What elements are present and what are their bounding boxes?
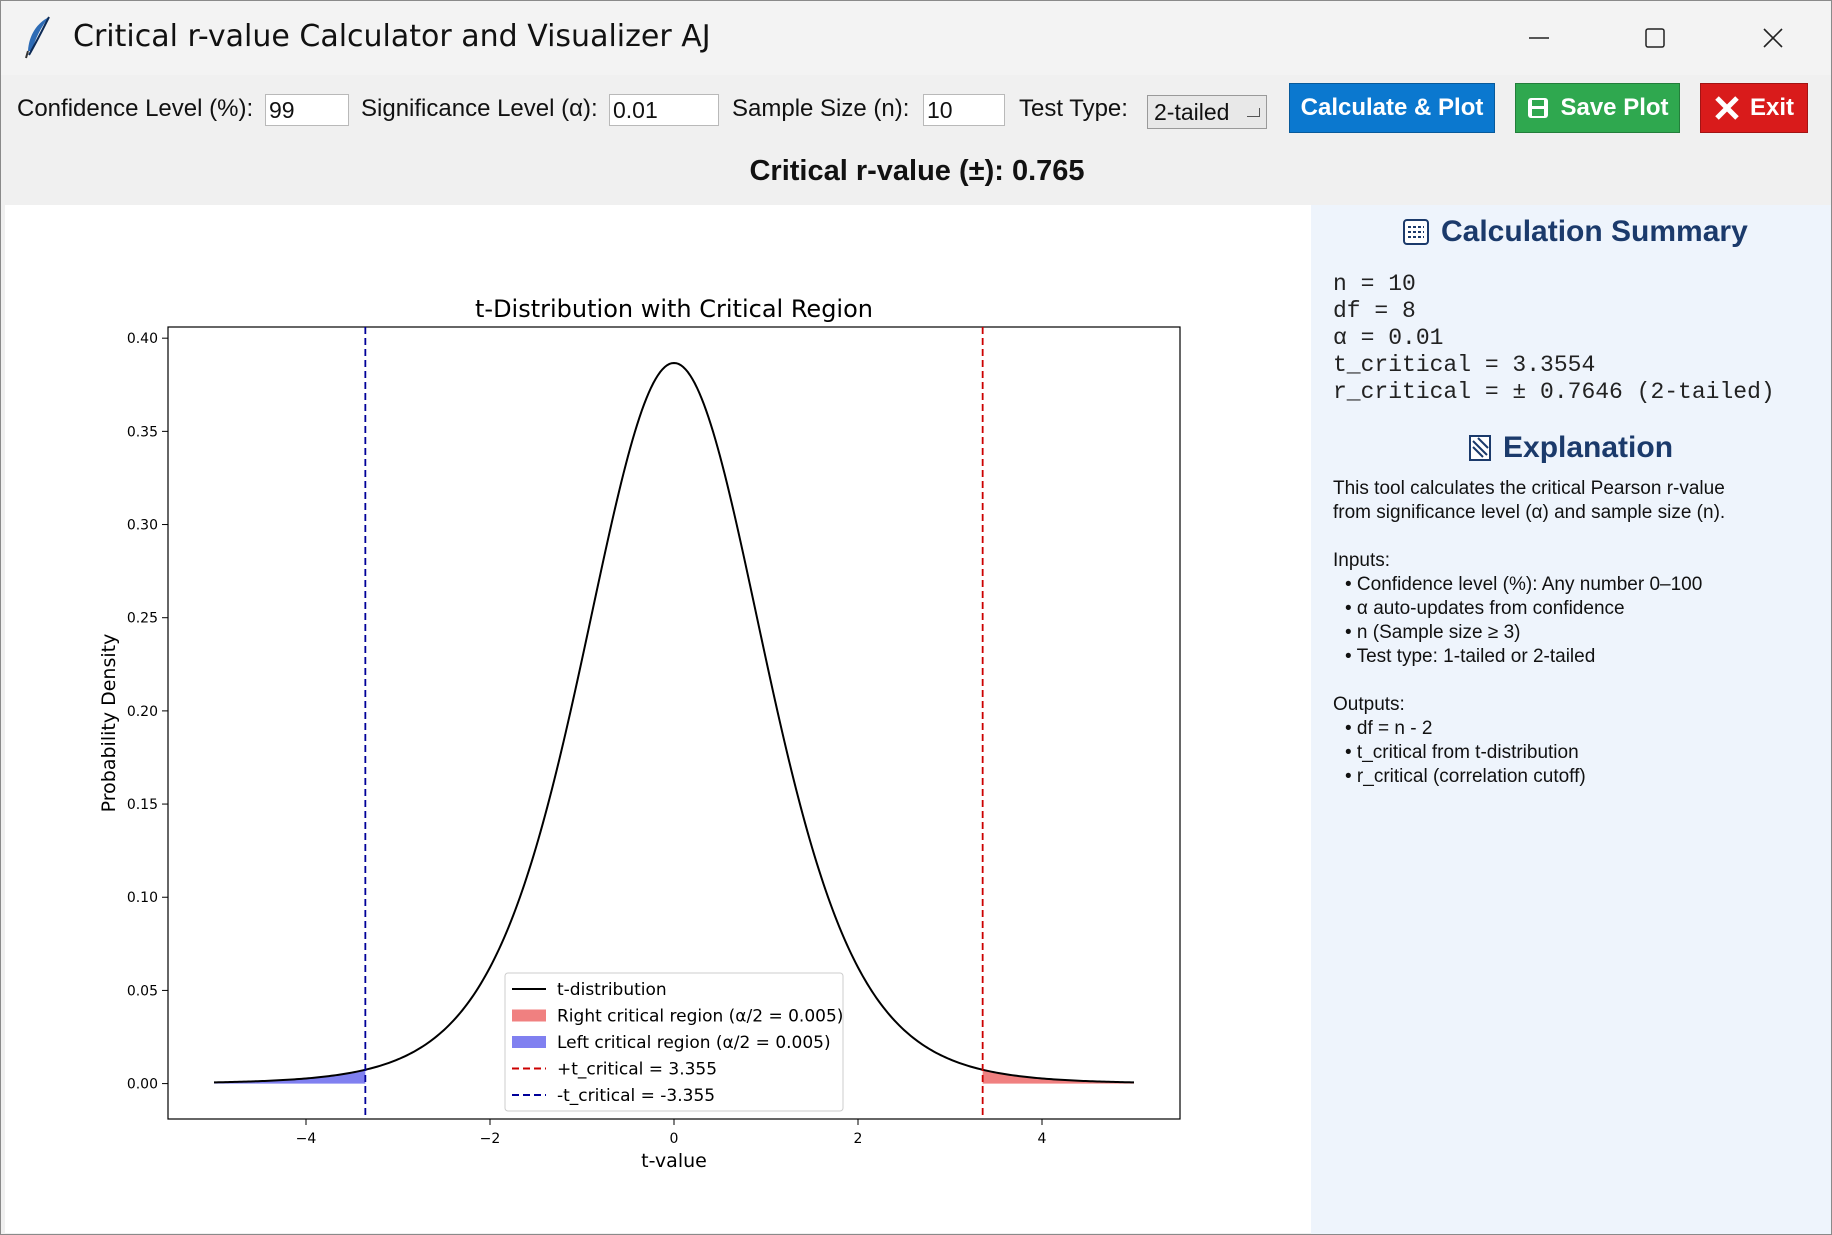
y-tick-label: 0.25 <box>127 611 158 627</box>
summary-line: α = 0.01 <box>1333 325 1444 351</box>
test-type-label: Test Type: <box>1019 95 1128 122</box>
test-type-value: 2-tailed <box>1154 99 1230 125</box>
inputs-title: Inputs: <box>1333 550 1391 571</box>
explanation-title: Explanation <box>1503 431 1674 464</box>
output-item: • df = n - 2 <box>1345 718 1433 739</box>
confidence-label: Confidence Level (%): <box>17 95 254 122</box>
alpha-label: Significance Level (α): <box>361 95 598 122</box>
explanation-text: This tool calculates the critical Pearso… <box>1333 477 1813 789</box>
calculate-plot-button[interactable]: Calculate & Plot <box>1289 83 1495 133</box>
x-mark-icon <box>1715 96 1739 120</box>
input-item: • n (Sample size ≥ 3) <box>1345 622 1521 643</box>
maximize-button[interactable] <box>1605 1 1705 75</box>
input-item: • Confidence level (%): Any number 0–100 <box>1345 574 1703 595</box>
x-tick-label: −2 <box>480 1131 501 1147</box>
explanation-line: This tool calculates the critical Pearso… <box>1333 478 1725 499</box>
legend-box <box>504 972 844 1112</box>
confidence-input[interactable] <box>265 94 349 126</box>
maximize-icon <box>1645 28 1665 48</box>
summary-line: r_critical = ± 0.7646 (2-tailed) <box>1333 379 1775 405</box>
test-type-select[interactable]: 2-tailed <box>1147 95 1267 129</box>
feather-icon <box>25 16 50 59</box>
explanation-heading: Explanation <box>1469 431 1673 465</box>
save-plot-button[interactable]: Save Plot <box>1515 83 1680 133</box>
x-tick-label: 2 <box>854 1131 863 1147</box>
y-tick-label: 0.30 <box>127 518 158 534</box>
y-tick-label: 0.05 <box>127 983 158 999</box>
output-item: • t_critical from t-distribution <box>1345 742 1579 763</box>
y-tick-label: 0.20 <box>127 704 158 720</box>
floppy-disk-icon <box>1528 98 1549 118</box>
x-tick-label: 4 <box>1038 1131 1047 1147</box>
summary-line: df = 8 <box>1333 298 1416 324</box>
legend-swatch <box>512 1009 546 1022</box>
x-tick-label: −4 <box>296 1131 317 1147</box>
dropdown-arrow-icon <box>1247 108 1260 117</box>
calculate-plot-label: Calculate & Plot <box>1300 94 1484 121</box>
y-tick-label: 0.10 <box>127 890 158 906</box>
summary-line: t_critical = 3.3554 <box>1333 352 1596 378</box>
legend-label: -t_critical = -3.355 <box>557 1086 715 1106</box>
notebook-icon <box>1469 435 1491 461</box>
plot-area: −4 −2 0 2 4 0.00 0.05 0.10 0.15 0.20 0.25 0.30 0.35 0… <box>5 205 1311 1233</box>
t-distribution-chart: −4 −2 0 2 4 0.00 0.05 0.10 0.15 0.20 0.25 0.30 0.35 0… <box>98 295 1181 1172</box>
close-icon <box>1763 28 1783 48</box>
summary-heading: Calculation Summary <box>1403 215 1748 249</box>
y-tick-label: 0.00 <box>127 1077 158 1093</box>
right-critical-region <box>982 1069 1134 1084</box>
title-bar: Critical r-value Calculator and Visualiz… <box>1 1 1831 75</box>
left-critical-region <box>214 1069 366 1084</box>
input-item: • α auto-updates from confidence <box>1345 598 1625 619</box>
t-distribution-curve <box>213 361 1135 1084</box>
legend-label: Right critical region (α/2 = 0.005) <box>557 1007 843 1027</box>
x-tick-label: 0 <box>670 1131 679 1147</box>
summary-title: Calculation Summary <box>1441 215 1748 248</box>
exit-button[interactable]: Exit <box>1700 83 1808 133</box>
explanation-line: from significance level (α) and sample s… <box>1333 502 1726 523</box>
chart-title: t-Distribution with Critical Region <box>475 295 873 323</box>
y-tick-label: 0.35 <box>127 424 158 440</box>
exit-label: Exit <box>1749 94 1794 121</box>
y-tick-label: 0.15 <box>127 797 158 813</box>
x-axis-label: t-value <box>641 1150 707 1172</box>
output-item: • r_critical (correlation cutoff) <box>1345 766 1586 787</box>
abacus-icon <box>1403 219 1429 245</box>
y-axis-label: Probability Density <box>98 634 120 813</box>
close-button[interactable] <box>1723 1 1823 75</box>
sample-size-input[interactable] <box>923 94 1005 126</box>
window-title: Critical r-value Calculator and Visualiz… <box>73 19 711 54</box>
summary-line: n = 10 <box>1333 271 1416 297</box>
outputs-title: Outputs: <box>1333 694 1405 715</box>
critical-r-result: Critical r-value (±): 0.765 <box>749 155 1085 187</box>
minimize-icon <box>1529 37 1549 39</box>
input-item: • Test type: 1-tailed or 2-tailed <box>1345 646 1596 667</box>
legend-label: t-distribution <box>557 980 667 1000</box>
alpha-input[interactable] <box>609 94 719 126</box>
sample-size-label: Sample Size (n): <box>732 95 910 122</box>
y-tick-label: 0.40 <box>127 331 158 347</box>
legend-label: Left critical region (α/2 = 0.005) <box>557 1033 831 1053</box>
legend-label: +t_critical = 3.355 <box>557 1060 717 1080</box>
legend-swatch <box>512 1036 546 1048</box>
save-plot-label: Save Plot <box>1560 94 1669 121</box>
minimize-button[interactable] <box>1489 1 1589 75</box>
